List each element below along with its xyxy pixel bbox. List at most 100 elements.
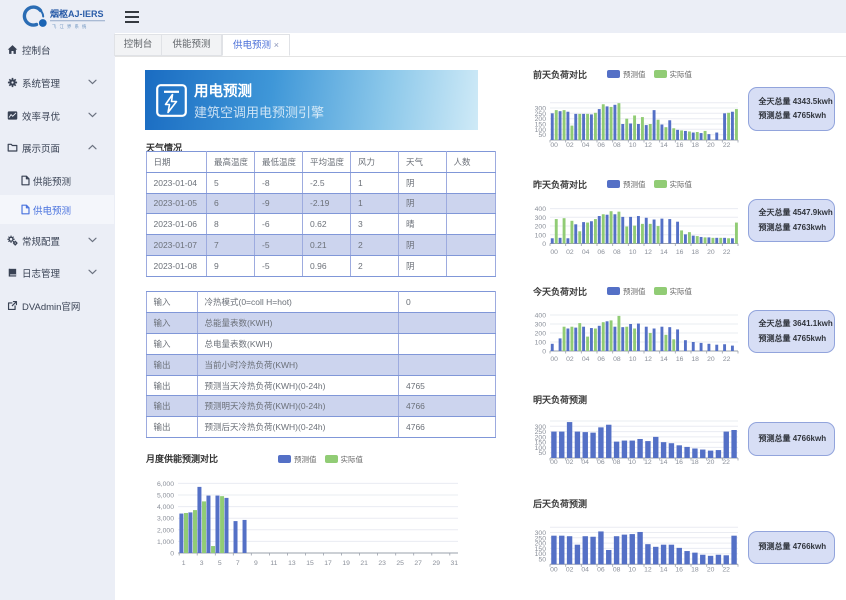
svg-text:300: 300 (535, 106, 547, 113)
svg-text:10: 10 (629, 142, 637, 149)
svg-text:00: 00 (550, 356, 558, 363)
svg-text:300: 300 (535, 215, 547, 222)
svg-text:10: 10 (629, 356, 637, 363)
svg-text:250: 250 (535, 429, 547, 436)
svg-text:10: 10 (628, 567, 636, 574)
svg-text:18: 18 (691, 249, 699, 256)
svg-text:20: 20 (707, 567, 715, 574)
svg-text:烟枢AJ-IERS: 烟枢AJ-IERS (50, 8, 104, 19)
svg-text:飞江界系统: 飞江界系统 (52, 23, 89, 30)
svg-text:16: 16 (676, 142, 684, 149)
svg-text:00: 00 (550, 567, 558, 574)
svg-text:200: 200 (535, 116, 547, 123)
svg-text:04: 04 (581, 567, 589, 574)
svg-text:18: 18 (691, 567, 699, 574)
svg-text:06: 06 (597, 567, 605, 574)
svg-text:18: 18 (691, 142, 699, 149)
svg-text:04: 04 (582, 142, 590, 149)
svg-text:3,000: 3,000 (157, 516, 174, 523)
svg-text:400: 400 (535, 313, 547, 320)
svg-text:06: 06 (597, 249, 605, 256)
svg-text:2,000: 2,000 (157, 527, 174, 534)
svg-text:29: 29 (433, 560, 441, 567)
svg-text:250: 250 (535, 111, 547, 118)
svg-text:300: 300 (535, 530, 547, 537)
svg-text:17: 17 (324, 560, 332, 567)
svg-text:300: 300 (535, 322, 547, 329)
svg-text:50: 50 (538, 450, 546, 457)
svg-text:08: 08 (613, 567, 621, 574)
svg-text:10: 10 (629, 249, 637, 256)
svg-text:27: 27 (414, 560, 422, 567)
svg-text:5: 5 (218, 560, 222, 567)
svg-text:20: 20 (707, 356, 715, 363)
svg-text:0: 0 (542, 349, 546, 356)
svg-text:50: 50 (538, 557, 546, 564)
svg-text:23: 23 (378, 560, 386, 567)
svg-text:300: 300 (535, 424, 547, 431)
svg-text:50: 50 (538, 132, 546, 139)
svg-text:25: 25 (396, 560, 404, 567)
svg-text:02: 02 (566, 459, 574, 466)
svg-text:14: 14 (660, 567, 668, 574)
svg-text:00: 00 (550, 249, 558, 256)
svg-text:12: 12 (644, 567, 652, 574)
svg-text:200: 200 (535, 434, 547, 441)
svg-text:200: 200 (535, 541, 547, 548)
svg-text:06: 06 (597, 142, 605, 149)
svg-text:08: 08 (613, 249, 621, 256)
svg-text:200: 200 (535, 331, 547, 338)
svg-text:12: 12 (644, 356, 652, 363)
svg-text:04: 04 (582, 249, 590, 256)
svg-text:14: 14 (660, 356, 668, 363)
svg-text:14: 14 (660, 142, 668, 149)
svg-text:0: 0 (542, 241, 546, 248)
svg-text:10: 10 (628, 459, 636, 466)
svg-text:08: 08 (613, 356, 621, 363)
svg-text:250: 250 (535, 535, 547, 542)
svg-text:100: 100 (535, 445, 547, 452)
svg-text:14: 14 (660, 249, 668, 256)
svg-text:12: 12 (644, 459, 652, 466)
svg-text:4,000: 4,000 (157, 504, 174, 511)
svg-text:31: 31 (451, 560, 459, 567)
svg-text:7: 7 (236, 560, 240, 567)
svg-text:20: 20 (707, 459, 715, 466)
svg-text:18: 18 (691, 459, 699, 466)
svg-text:06: 06 (597, 459, 605, 466)
svg-text:3: 3 (200, 560, 204, 567)
svg-text:12: 12 (644, 142, 652, 149)
svg-text:02: 02 (566, 249, 574, 256)
svg-text:08: 08 (613, 459, 621, 466)
svg-text:400: 400 (535, 206, 547, 213)
svg-text:100: 100 (535, 232, 547, 239)
svg-text:14: 14 (660, 459, 668, 466)
svg-text:6,000: 6,000 (157, 481, 174, 488)
svg-text:150: 150 (535, 122, 547, 129)
svg-text:11: 11 (270, 560, 277, 567)
svg-text:02: 02 (566, 567, 574, 574)
svg-text:16: 16 (675, 459, 683, 466)
svg-text:20: 20 (707, 249, 715, 256)
svg-text:0: 0 (170, 551, 174, 558)
svg-text:20: 20 (707, 142, 715, 149)
svg-text:00: 00 (550, 459, 558, 466)
svg-text:150: 150 (535, 546, 547, 553)
svg-text:16: 16 (676, 356, 684, 363)
svg-text:18: 18 (691, 356, 699, 363)
svg-text:1: 1 (182, 560, 186, 567)
svg-text:22: 22 (723, 356, 731, 363)
svg-text:00: 00 (550, 142, 558, 149)
svg-text:04: 04 (582, 356, 590, 363)
svg-text:06: 06 (597, 356, 605, 363)
svg-text:16: 16 (675, 567, 683, 574)
svg-text:22: 22 (723, 142, 731, 149)
svg-text:13: 13 (288, 560, 296, 567)
svg-text:5,000: 5,000 (157, 493, 174, 500)
svg-text:04: 04 (581, 459, 589, 466)
svg-text:02: 02 (566, 356, 574, 363)
svg-text:08: 08 (613, 142, 621, 149)
svg-text:12: 12 (644, 249, 652, 256)
svg-text:21: 21 (360, 560, 368, 567)
svg-text:22: 22 (722, 567, 730, 574)
